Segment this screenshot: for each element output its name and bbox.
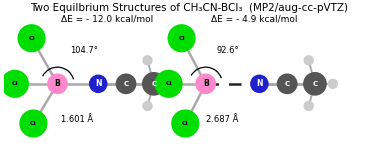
Ellipse shape (195, 74, 216, 94)
Ellipse shape (304, 55, 314, 66)
Ellipse shape (143, 55, 153, 66)
Ellipse shape (171, 110, 199, 138)
Text: 1.601 Å: 1.601 Å (61, 115, 93, 124)
Text: C: C (151, 81, 156, 87)
Text: ΔE = - 4.9 kcal/mol: ΔE = - 4.9 kcal/mol (211, 15, 298, 24)
Text: C: C (285, 81, 290, 87)
Ellipse shape (47, 74, 68, 94)
Ellipse shape (19, 110, 48, 138)
Ellipse shape (142, 72, 166, 96)
Ellipse shape (304, 101, 314, 111)
Ellipse shape (17, 24, 46, 52)
Text: Two Equilbrium Structures of CH₃CN-BCl₃  (MP2/aug-cc-pVTZ): Two Equilbrium Structures of CH₃CN-BCl₃ … (30, 3, 348, 13)
Text: 2.687 Å: 2.687 Å (206, 115, 238, 124)
Text: B: B (54, 79, 60, 88)
Ellipse shape (155, 70, 183, 98)
Ellipse shape (116, 74, 136, 94)
Text: Cl: Cl (165, 81, 172, 86)
Text: Cl: Cl (178, 36, 185, 41)
Ellipse shape (166, 79, 177, 89)
Text: 104.7°: 104.7° (70, 45, 98, 54)
Ellipse shape (250, 75, 269, 93)
Text: ΔE = - 12.0 kcal/mol: ΔE = - 12.0 kcal/mol (61, 15, 153, 24)
Text: N: N (256, 79, 263, 88)
Ellipse shape (328, 79, 338, 89)
Text: Cl: Cl (182, 121, 189, 126)
Text: 92.6°: 92.6° (217, 45, 239, 54)
Text: N: N (95, 79, 101, 88)
Text: Cl: Cl (12, 81, 18, 86)
Ellipse shape (167, 24, 196, 52)
Ellipse shape (277, 74, 297, 94)
Ellipse shape (1, 70, 29, 98)
Text: C: C (312, 81, 318, 87)
Text: Cl: Cl (30, 121, 37, 126)
Ellipse shape (303, 72, 327, 96)
Text: Cl: Cl (28, 36, 35, 41)
Text: C: C (124, 81, 129, 87)
Text: B: B (203, 79, 209, 88)
Ellipse shape (89, 75, 107, 93)
Ellipse shape (143, 101, 153, 111)
